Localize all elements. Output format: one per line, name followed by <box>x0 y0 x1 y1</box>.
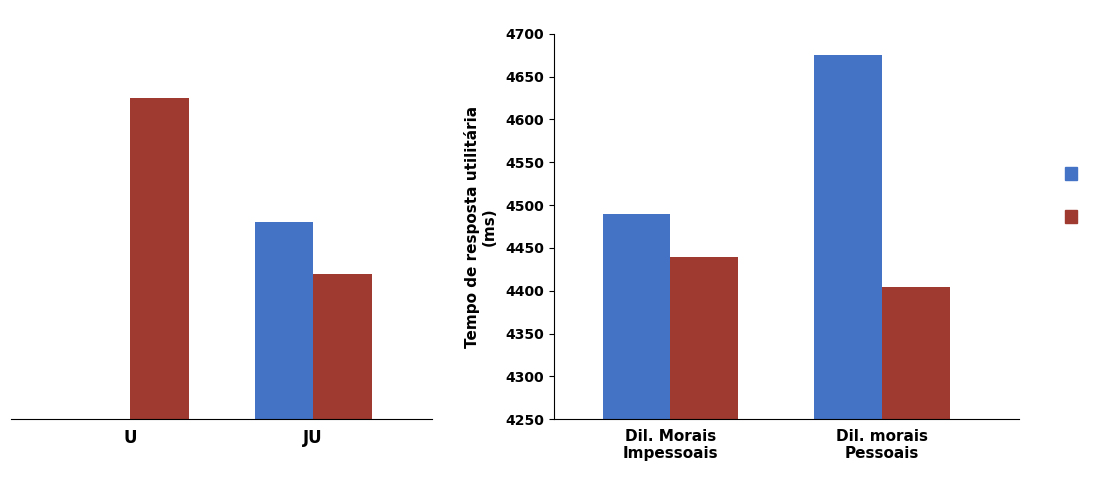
Bar <box>255 222 314 419</box>
Legend: GE, GC: GE, GC <box>575 161 643 230</box>
Y-axis label: Tempo de resposta utilitária
(ms): Tempo de resposta utilitária (ms) <box>463 106 497 348</box>
Bar <box>314 274 371 419</box>
Bar <box>670 256 738 419</box>
Bar <box>814 55 882 419</box>
Bar <box>603 214 670 419</box>
Bar <box>882 286 950 419</box>
Bar <box>130 98 188 419</box>
Legend: , : , <box>1059 161 1096 230</box>
